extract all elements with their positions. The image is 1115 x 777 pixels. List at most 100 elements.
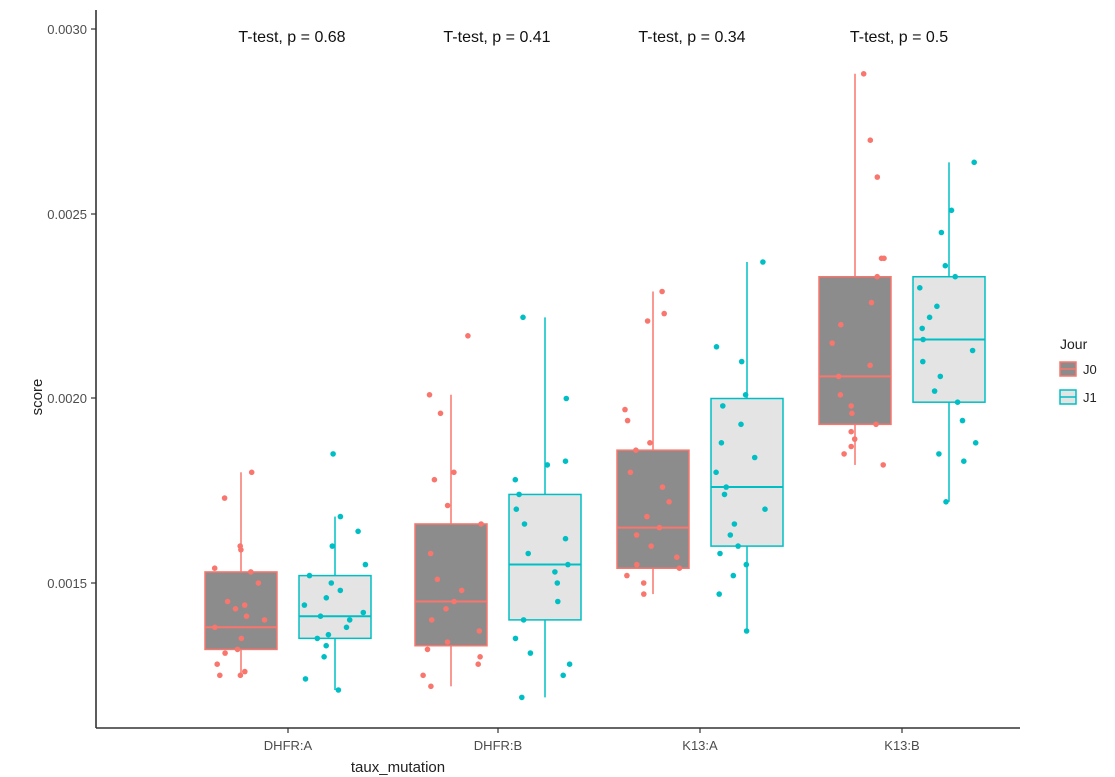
data-point-j0 (224, 598, 231, 605)
y-tick-label: 0.0015 (47, 576, 87, 591)
data-point-j1 (727, 532, 734, 538)
data-point-j1 (721, 491, 728, 498)
data-point-j1 (306, 572, 313, 579)
data-point-j1 (560, 672, 566, 679)
data-point-j1 (554, 580, 561, 586)
data-point-j1 (337, 513, 344, 520)
legend-label-j1: J1 (1083, 390, 1097, 405)
box-j1 (298, 574, 372, 640)
data-point-j1 (743, 628, 750, 634)
data-point-j0 (217, 672, 223, 679)
data-point-j1 (317, 613, 324, 619)
x-tick-label: K13:A (682, 738, 718, 753)
data-point-j0 (860, 71, 867, 77)
data-point-j1 (760, 259, 766, 265)
data-point-j1 (751, 454, 758, 461)
t-test-annotation: T-test, p = 0.34 (638, 29, 745, 46)
data-point-j0 (212, 624, 218, 631)
data-point-j0 (851, 436, 858, 442)
data-point-j1 (969, 347, 976, 354)
box-j0 (818, 275, 892, 426)
data-point-j1 (337, 587, 344, 594)
data-point-j1 (346, 617, 353, 623)
x-tick-label: DHFR:B (474, 738, 522, 753)
data-point-j0 (880, 462, 886, 468)
data-point-j1 (952, 273, 958, 280)
data-point-j0 (242, 668, 248, 675)
y-tick-label: 0.0030 (47, 22, 87, 37)
data-point-j0 (648, 543, 654, 549)
data-point-j1 (512, 635, 519, 642)
data-point-j0 (222, 650, 228, 656)
data-point-j0 (674, 554, 680, 560)
t-test-annotation: T-test, p = 0.5 (850, 29, 948, 46)
data-point-j1 (520, 314, 526, 321)
data-point-j1 (343, 624, 350, 631)
data-point-j1 (971, 159, 977, 166)
data-point-j1 (942, 262, 949, 269)
x-tick-label: DHFR:A (264, 738, 313, 753)
data-point-j1 (323, 595, 330, 601)
data-point-j0 (644, 513, 650, 520)
data-point-j1 (738, 421, 744, 428)
data-point-j1 (314, 635, 321, 642)
y-axis-title: score (29, 379, 46, 416)
data-point-j1 (335, 687, 342, 693)
data-point-j0 (848, 403, 854, 409)
data-point-j0 (428, 617, 435, 623)
data-point-j0 (849, 410, 855, 417)
data-point-j1 (762, 506, 768, 512)
data-point-j1 (731, 521, 738, 527)
data-point-j1 (972, 440, 979, 446)
legend-title: Jour (1060, 336, 1088, 352)
data-point-j1 (713, 469, 719, 476)
data-point-j1 (563, 395, 570, 402)
data-point-j0 (835, 373, 842, 380)
data-point-j1 (562, 458, 569, 465)
data-point-j0 (420, 672, 426, 679)
data-point-j1 (934, 303, 940, 310)
data-point-j1 (926, 314, 933, 321)
data-point-j1 (730, 572, 737, 579)
data-point-j1 (937, 373, 944, 380)
data-point-j1 (325, 631, 332, 638)
data-point-j1 (742, 392, 749, 398)
data-point-j1 (328, 580, 335, 586)
y-tick-label: 0.0020 (47, 391, 87, 406)
data-point-j0 (640, 580, 647, 586)
t-test-annotation: T-test, p = 0.68 (238, 29, 345, 46)
data-point-j0 (444, 502, 451, 509)
data-point-j0 (237, 672, 244, 679)
data-point-j0 (478, 521, 484, 527)
y-tick-label: 0.0025 (47, 207, 87, 222)
data-point-j0 (221, 495, 228, 501)
data-point-j0 (659, 484, 666, 490)
data-point-j1 (919, 325, 925, 332)
data-point-j0 (451, 598, 457, 605)
data-point-j1 (362, 561, 369, 568)
data-point-j1 (301, 602, 308, 608)
x-axis-title: taux_mutation (351, 759, 445, 776)
data-point-j1 (959, 417, 966, 424)
data-point-j0 (243, 613, 250, 619)
data-point-j0 (633, 532, 640, 538)
box-j0 (414, 523, 488, 647)
data-point-j0 (444, 639, 451, 645)
data-point-j0 (878, 255, 885, 262)
data-point-j1 (738, 358, 745, 365)
data-point-j0 (837, 392, 844, 398)
data-point-j0 (641, 591, 647, 597)
data-point-j0 (874, 273, 880, 280)
data-point-j1 (920, 358, 926, 365)
data-point-j0 (428, 683, 434, 690)
box-j1 (710, 397, 784, 547)
data-point-j1 (936, 451, 942, 457)
data-point-j1 (527, 650, 534, 656)
data-point-j0 (241, 602, 248, 608)
data-point-j1 (735, 543, 741, 549)
data-point-j1 (516, 491, 522, 498)
data-point-j1 (562, 535, 569, 542)
data-point-j1 (943, 499, 949, 505)
data-point-j0 (622, 406, 628, 413)
